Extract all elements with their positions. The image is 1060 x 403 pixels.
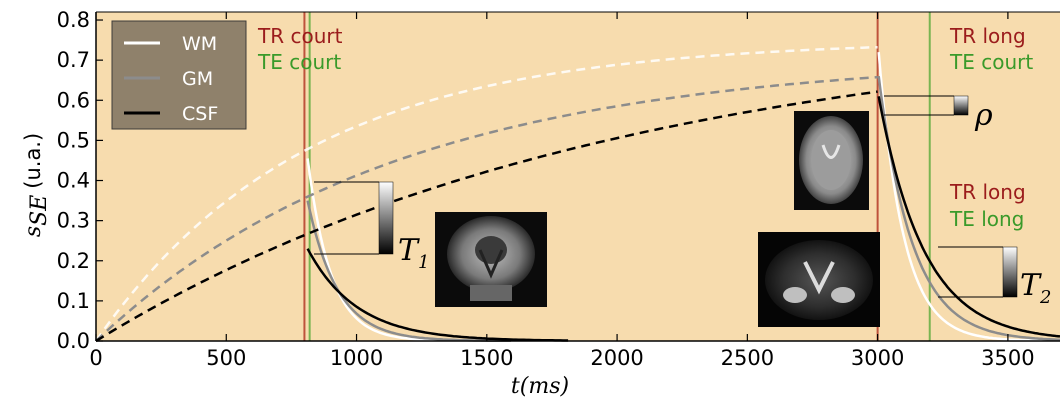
t2-gradient-bar: [1002, 246, 1018, 298]
te-court-label-2: TE court: [949, 50, 1033, 74]
y-tick-label-6: 0.6: [57, 88, 90, 112]
y-axis-title: sSE(u.a.): [21, 133, 52, 237]
y-tick-label-4: 0.4: [57, 169, 90, 193]
legend-label-csf: CSF: [182, 103, 218, 125]
contrast-markers: [314, 95, 1003, 298]
recovery-curve-wm: [94, 45, 878, 342]
t2-symbol: T2: [1020, 268, 1051, 308]
legend-label-wm: WM: [182, 33, 217, 55]
rho-symbol: ρ: [974, 98, 993, 133]
x-tick-label-1500: 1500: [460, 346, 513, 370]
mri-pd-axial-image: [794, 111, 869, 210]
x-tick-label-500: 500: [206, 346, 246, 370]
y-tick-label-5: 0.5: [57, 128, 90, 152]
y-tick-label-7: 0.7: [57, 48, 90, 72]
te-court-label: TE court: [257, 50, 341, 74]
signal-curves: [94, 45, 1060, 343]
y-tick-label-8: 0.8: [57, 8, 90, 32]
svg-text:sSE(u.a.): sSE(u.a.): [21, 133, 52, 237]
mri-t1-coronal-image: [435, 212, 547, 307]
x-tick-label-3500: 3500: [981, 346, 1034, 370]
y-tick-label-2: 0.2: [57, 249, 90, 273]
y-tick-label-1: 0.1: [57, 289, 90, 313]
t1-symbol: T1: [398, 233, 429, 273]
recovery-curve-csf: [95, 90, 878, 343]
rho-gradient-bar: [953, 95, 969, 116]
decay-curve-late-gm: [877, 76, 1060, 341]
mri-t2-coronal-image: [758, 232, 880, 327]
axes: 0 500 1000 1500 2000 2500 3000 3500 0.0 0.1 0.2 0.3…: [57, 8, 1060, 370]
x-axis-title: t(ms): [511, 374, 569, 399]
recovery-curve-gm: [95, 75, 878, 342]
x-tick-label-1000: 1000: [330, 346, 383, 370]
decay-curve-early-csf: [306, 248, 569, 342]
x-tick-label-2000: 2000: [590, 346, 643, 370]
t1-gradient-bar: [378, 181, 394, 255]
legend: WM GM CSF: [111, 20, 247, 130]
y-tick-label-0: 0.0: [57, 329, 90, 353]
tr-court-label: TR court: [257, 24, 343, 48]
legend-label-gm: GM: [182, 68, 213, 90]
tr-long-label: TR long: [949, 24, 1026, 48]
x-tick-label-2500: 2500: [721, 346, 774, 370]
tr-long-label-2: TR long: [949, 180, 1026, 204]
plot-background: [96, 12, 1060, 341]
x-tick-label-0: 0: [89, 346, 102, 370]
te-long-label: TE long: [949, 207, 1024, 231]
decay-curve-late-csf: [877, 96, 1060, 338]
y-tick-label-3: 0.3: [57, 209, 90, 233]
x-tick-label-3000: 3000: [851, 346, 904, 370]
